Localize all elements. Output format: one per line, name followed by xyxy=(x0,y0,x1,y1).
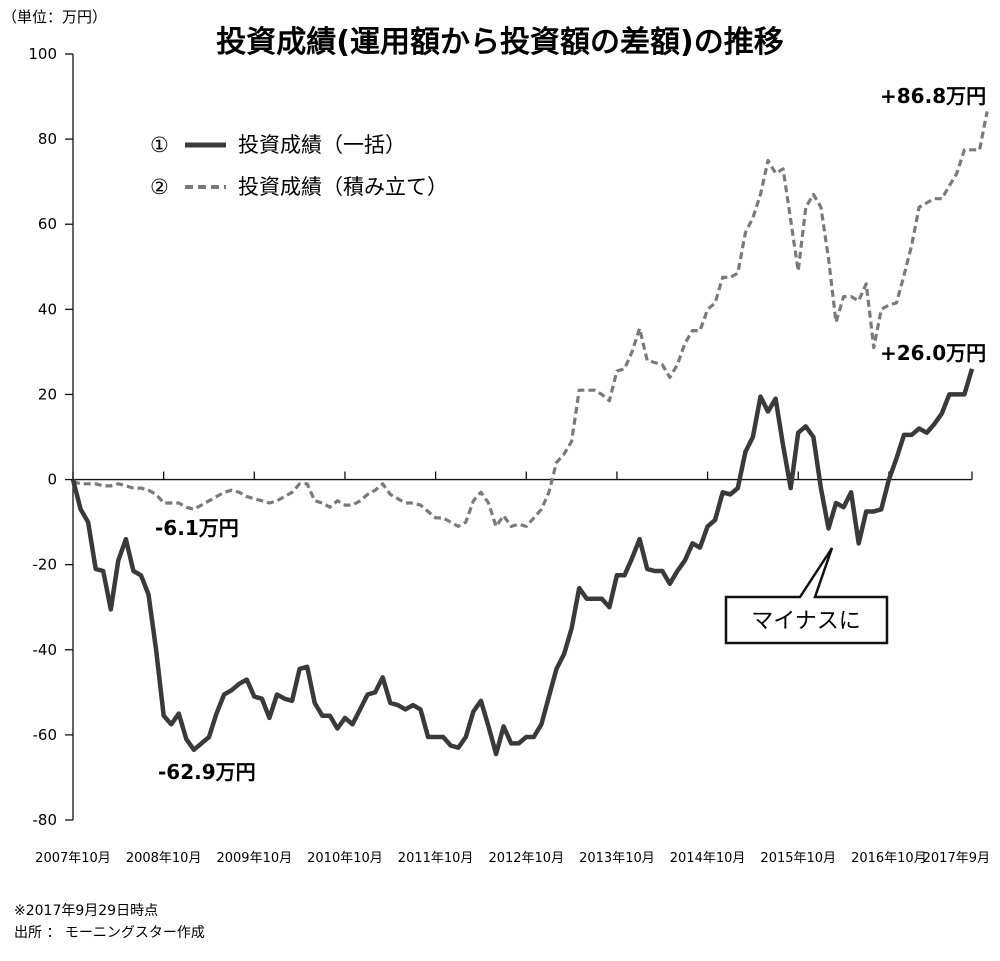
x-tick-label: 2015年10月 xyxy=(760,851,836,866)
y-tick-label: 80 xyxy=(38,130,57,148)
x-tick-label: 2011年10月 xyxy=(398,851,474,866)
x-tick-label: 2008年10月 xyxy=(126,851,202,866)
x-tick-label: 2007年10月 xyxy=(35,851,111,866)
x-axis-ticks: 2007年10月 2008年10月 2009年10月 2010年10月 2011年10月… xyxy=(35,471,990,866)
series-lines xyxy=(70,111,989,757)
y-tick-label: 20 xyxy=(38,385,57,403)
y-tick-label: 40 xyxy=(38,300,57,318)
x-tick-label: 2009年10月 xyxy=(216,851,292,866)
series-line-lump-sum xyxy=(70,368,975,757)
footnote-source: 出所 ： モーニングスター作成 xyxy=(14,925,205,941)
footnote-date: ※2017年9月29日時点 xyxy=(14,903,158,919)
x-tick-label: 2013年10月 xyxy=(579,851,655,866)
y-tick-label: -80 xyxy=(33,811,58,829)
y-axis-ticks: 100 80 60 40 20 0 -20 -40 -60 -80 xyxy=(28,45,73,829)
x-tick-label: 2014年10月 xyxy=(670,851,746,866)
legend-label-lump-sum: 投資成績（一括） xyxy=(238,133,406,157)
series-line-accumulation xyxy=(72,111,989,529)
legend-marker-2: ② xyxy=(150,175,169,199)
x-tick-label: 2017年9月 xyxy=(923,851,990,866)
annotation-final-lump-sum: +26.0万円 xyxy=(880,341,986,365)
y-tick-label: -60 xyxy=(33,726,58,744)
legend-label-accumulation: 投資成績（積み立て） xyxy=(238,175,448,199)
y-tick-label: 100 xyxy=(28,45,57,63)
annotation-min-accumulation: -6.1万円 xyxy=(155,516,239,540)
y-tick-label: -20 xyxy=(33,556,58,574)
callout-box xyxy=(724,547,889,645)
unit-label: （単位：万円） xyxy=(2,8,107,26)
x-tick-label: 2010年10月 xyxy=(307,851,383,866)
x-tick-label: 2016年10月 xyxy=(851,851,927,866)
legend: ① 投資成績（一括） ② 投資成績（積み立て） xyxy=(150,133,448,199)
callout-text: マイナスに xyxy=(751,609,861,634)
annotation-min-lump-sum: -62.9万円 xyxy=(158,760,256,784)
chart-title: 投資成績(運用額から投資額の差額)の推移 xyxy=(216,25,783,60)
callout-minus: マイナスに xyxy=(724,547,889,645)
y-tick-label: 0 xyxy=(47,471,57,489)
axes xyxy=(72,54,972,820)
legend-marker-1: ① xyxy=(150,133,169,157)
annotation-final-accumulation: +86.8万円 xyxy=(880,84,986,108)
x-tick-label: 2012年10月 xyxy=(488,851,564,866)
y-tick-label: -40 xyxy=(33,641,58,659)
y-tick-label: 60 xyxy=(38,215,57,233)
